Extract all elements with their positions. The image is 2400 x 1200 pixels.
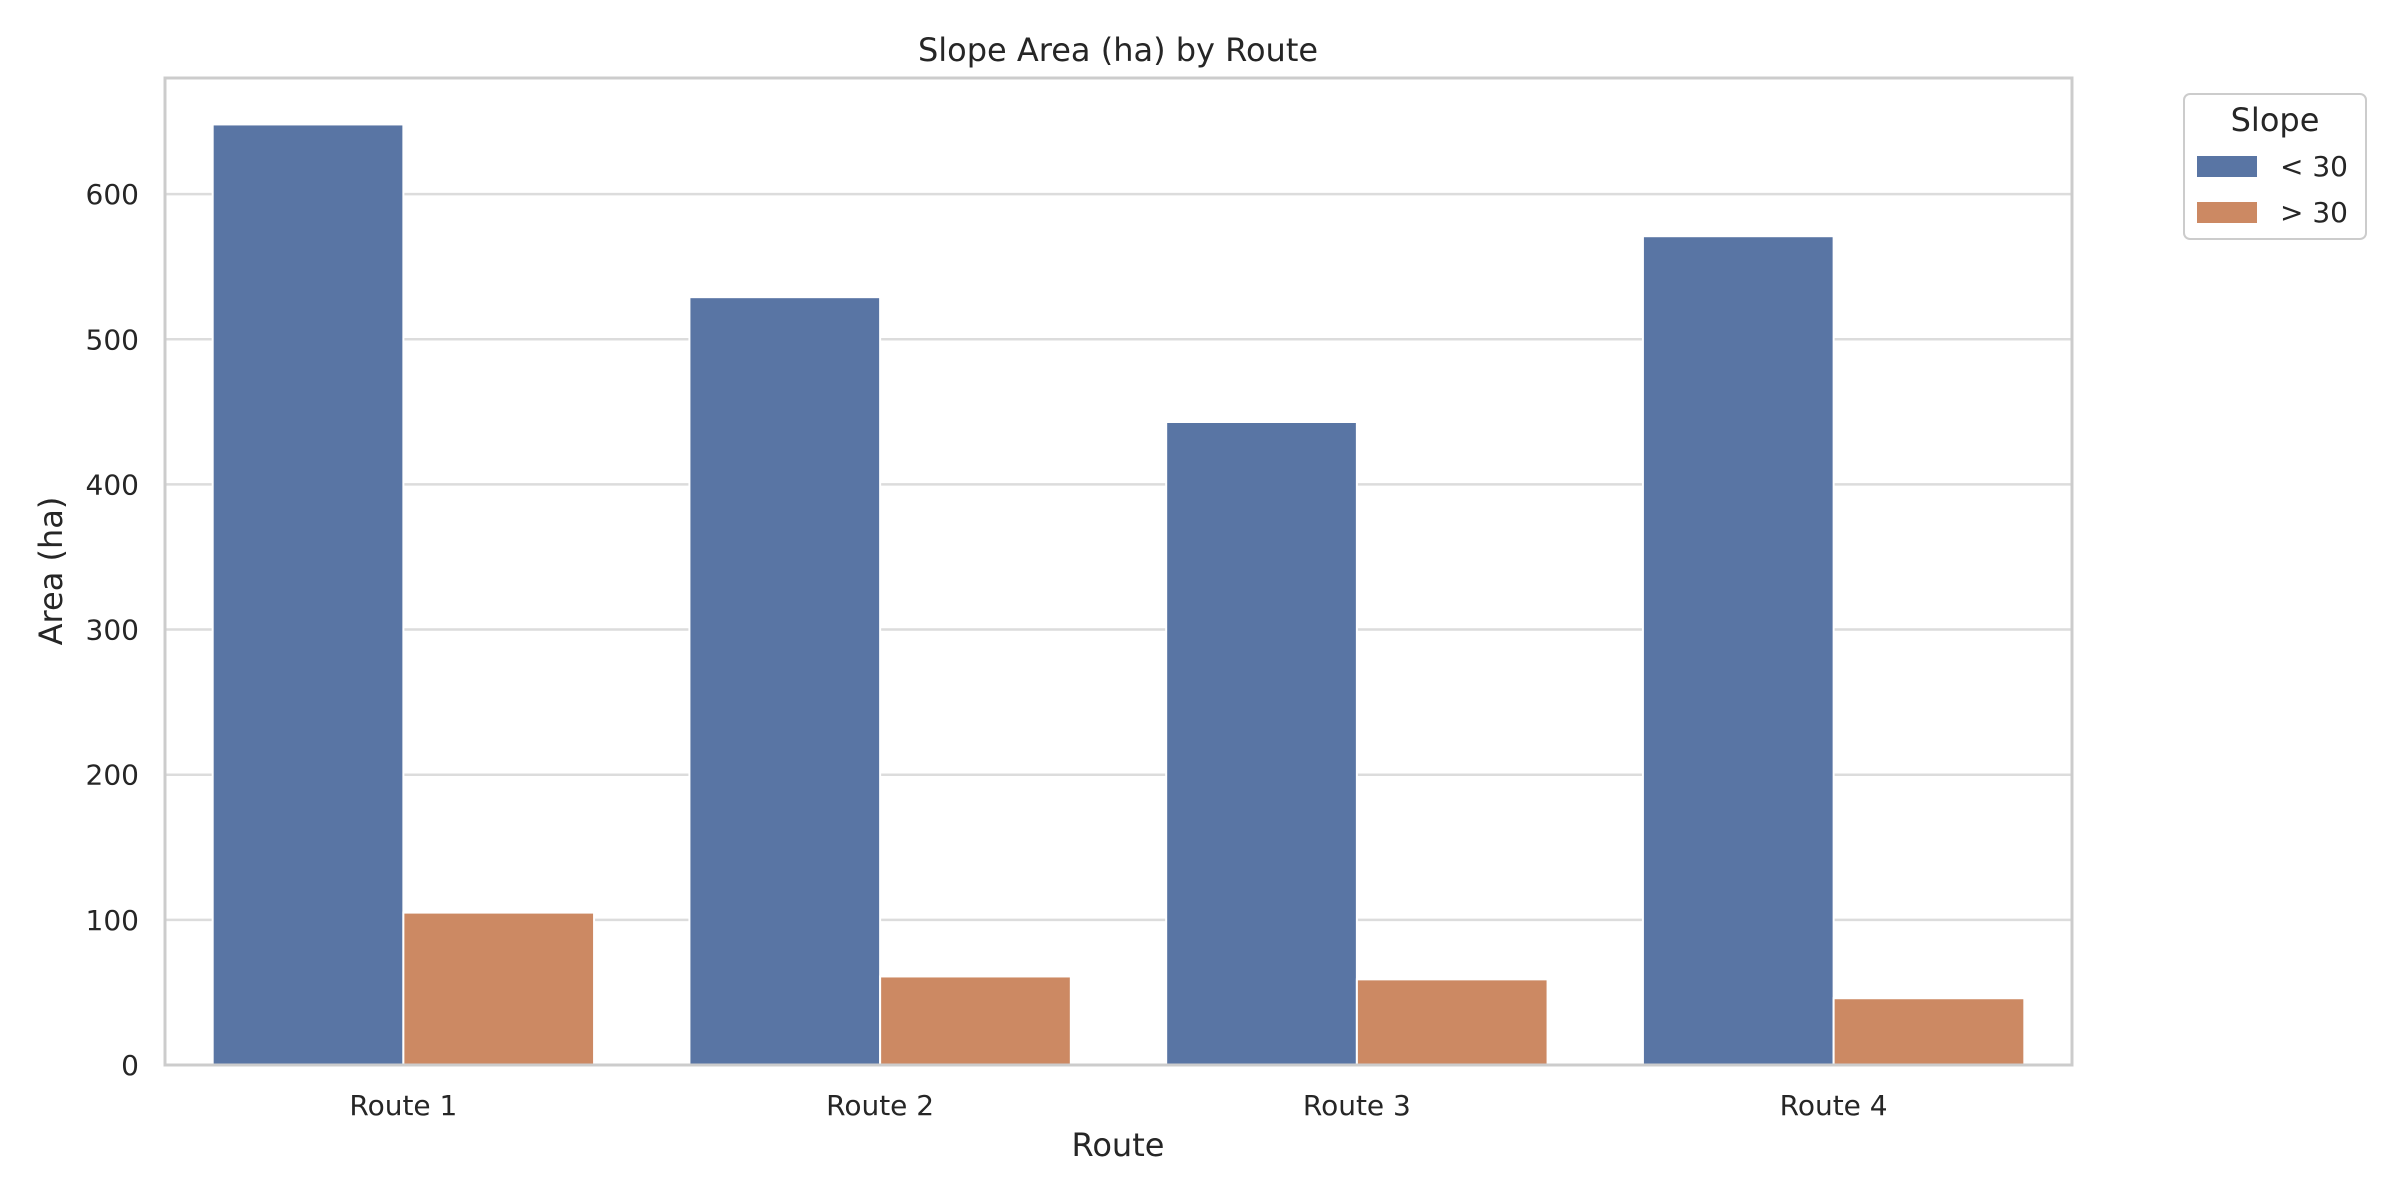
bar [688, 296, 882, 1066]
x-tick-label: Route 3 [1303, 1089, 1411, 1122]
y-tick-label: 300 [86, 614, 139, 647]
bar [1355, 978, 1549, 1066]
x-tick-label: Route 1 [349, 1089, 457, 1122]
x-tick-label: Route 4 [1780, 1089, 1888, 1122]
y-tick-label: 200 [86, 759, 139, 792]
bar [1641, 235, 1835, 1067]
legend-swatch [2197, 202, 2257, 223]
bar [1832, 997, 2026, 1067]
y-tick-label: 100 [86, 904, 139, 937]
legend-items: < 30 > 30 [2197, 150, 2348, 229]
x-tick-labels: Route 1 Route 2 Route 3 Route 4 [349, 1089, 1887, 1122]
legend-swatch [2197, 156, 2257, 177]
bar [879, 975, 1072, 1066]
chart-title: Slope Area (ha) by Route [918, 31, 1318, 69]
x-axis-label: Route [1072, 1126, 1165, 1164]
bar [211, 123, 405, 1066]
y-tick-label: 400 [86, 468, 139, 501]
x-tick-label: Route 2 [826, 1089, 934, 1122]
bar [402, 911, 596, 1066]
legend-label: < 30 [2280, 150, 2348, 183]
y-tick-label: 0 [121, 1049, 139, 1082]
plot-area-frame [163, 76, 2074, 1067]
y-tick-label: 600 [86, 178, 139, 211]
bar [1165, 420, 1358, 1066]
y-tick-labels: 0 100 200 300 400 500 600 [86, 178, 139, 1082]
bars [211, 123, 2026, 1067]
legend: Slope < 30 > 30 [2183, 93, 2367, 240]
y-axis-label: Area (ha) [32, 497, 70, 646]
legend-label: > 30 [2280, 196, 2348, 229]
legend-title: Slope [2231, 101, 2320, 139]
y-tick-label: 500 [86, 323, 139, 356]
